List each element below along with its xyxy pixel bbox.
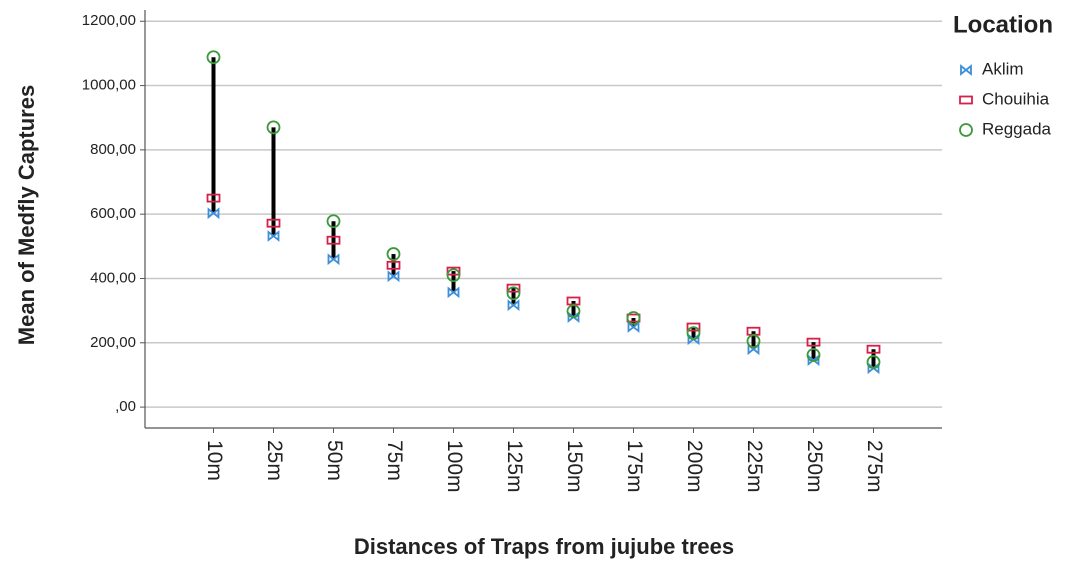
x-axis-title: Distances of Traps from jujube trees: [354, 534, 734, 559]
marker: [686, 322, 701, 332]
marker: [626, 311, 641, 325]
legend-label: Reggada: [982, 119, 1052, 138]
marker: [959, 123, 973, 137]
marker: [686, 326, 701, 341]
x-tick-label: 200m: [683, 440, 706, 493]
legend-label: Aklim: [982, 59, 1024, 78]
y-tick-label: 200,00: [90, 334, 136, 351]
marker: [959, 95, 973, 105]
y-axis-title: Mean of Medfly Captures: [14, 85, 39, 345]
marker: [506, 286, 521, 301]
x-tick-label: 100m: [443, 440, 466, 493]
x-tick-label: 225m: [743, 440, 766, 493]
legend-label: Chouihia: [982, 89, 1050, 108]
y-tick-label: ,00: [115, 398, 136, 415]
marker: [206, 50, 221, 65]
marker: [446, 266, 461, 276]
marker: [960, 64, 972, 76]
marker: [266, 218, 281, 228]
marker: [206, 193, 221, 203]
x-tick-label: 50m: [323, 440, 346, 481]
marker: [506, 283, 521, 293]
y-tick-label: 1000,00: [82, 77, 136, 94]
marker: [446, 268, 461, 283]
marker: [507, 299, 520, 312]
marker: [866, 344, 881, 354]
legend-title: Location: [953, 11, 1053, 38]
x-tick-label: 25m: [263, 440, 286, 481]
marker: [806, 348, 821, 362]
x-tick-label: 75m: [383, 440, 406, 481]
y-tick-label: 1200,00: [82, 12, 136, 29]
marker: [386, 260, 401, 270]
marker: [866, 355, 881, 369]
x-tick-label: 250m: [803, 440, 826, 493]
x-tick-label: 275m: [863, 440, 886, 493]
series: [206, 193, 881, 354]
marker: [327, 253, 340, 266]
marker: [806, 337, 821, 347]
marker: [386, 247, 401, 261]
x-tick-label: 175m: [623, 440, 646, 493]
marker: [266, 120, 281, 135]
marker: [566, 304, 581, 319]
marker: [267, 230, 280, 242]
y-tick-label: 400,00: [90, 269, 136, 286]
series: [207, 207, 880, 375]
x-tick-label: 150m: [563, 440, 586, 493]
y-tick-label: 800,00: [90, 141, 136, 158]
marker: [746, 334, 761, 349]
marker: [326, 235, 341, 245]
marker: [627, 321, 640, 333]
marker: [326, 214, 341, 229]
marker: [207, 207, 220, 220]
marker: [387, 270, 400, 283]
series: [206, 50, 881, 369]
x-tick-label: 10m: [203, 440, 226, 481]
y-tick-label: 600,00: [90, 205, 136, 222]
marker: [447, 286, 460, 299]
x-tick-label: 125m: [503, 440, 526, 493]
